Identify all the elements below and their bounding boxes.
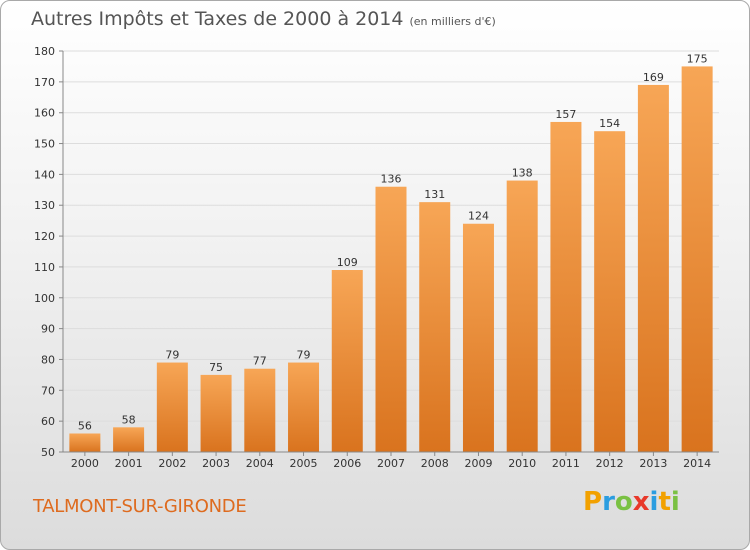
data-label: 56	[78, 419, 92, 432]
x-tick-label: 2003	[202, 457, 230, 470]
y-tick-label: 50	[41, 446, 55, 459]
proxiti-logo: Proxiti	[583, 487, 680, 517]
bar-2008	[419, 202, 451, 452]
x-tick-label: 2000	[71, 457, 99, 470]
chart-title: Autres Impôts et Taxes de 2000 à 2014 (en…	[31, 8, 496, 30]
x-tick-label: 2014	[683, 457, 711, 470]
chart-unit-note: (en milliers d'€)	[409, 15, 496, 28]
data-label: 79	[297, 349, 311, 362]
y-tick-label: 180	[34, 45, 55, 58]
y-tick-label: 140	[34, 168, 55, 181]
bar-2012	[594, 131, 626, 452]
data-label: 109	[337, 256, 358, 269]
x-tick-label: 2007	[377, 457, 405, 470]
x-tick-label: 2004	[246, 457, 274, 470]
data-label: 136	[381, 173, 402, 186]
axes: 50 60 70 80 90 100 110 120 130 140 150 160 170 180 200…	[34, 45, 719, 470]
y-tick-label: 160	[34, 107, 55, 120]
x-tick-label: 2006	[333, 457, 361, 470]
y-tick-label: 150	[34, 138, 55, 151]
y-tick-label: 130	[34, 199, 55, 212]
data-labels: 56 58 79 75 77 79 109 136 131 124 138 157 154 169 175	[78, 52, 708, 432]
x-tick-label: 2013	[639, 457, 667, 470]
y-tick-label: 110	[34, 261, 55, 274]
data-label: 58	[122, 413, 136, 426]
data-label: 75	[209, 361, 223, 374]
bars	[69, 66, 713, 453]
bar-2004	[244, 368, 276, 452]
x-tick-label: 2002	[158, 457, 186, 470]
x-tick-label: 2001	[115, 457, 143, 470]
bar-2006	[331, 270, 363, 452]
y-tick-label: 170	[34, 76, 55, 89]
y-tick-label: 80	[41, 353, 55, 366]
bar-2010	[506, 180, 538, 453]
x-tick-label: 2005	[290, 457, 318, 470]
x-tick-label: 2012	[596, 457, 624, 470]
bar-2002	[156, 362, 188, 452]
bar-2011	[550, 121, 582, 452]
x-tick-label: 2009	[464, 457, 492, 470]
y-tick-label: 100	[34, 292, 55, 305]
data-label: 157	[555, 108, 576, 121]
data-label: 169	[643, 71, 664, 84]
bar-2009	[462, 223, 494, 452]
bar-2007	[375, 186, 407, 452]
chart-title-text: Autres Impôts et Taxes de 2000 à 2014	[31, 8, 404, 30]
data-label: 131	[424, 188, 445, 201]
data-label: 79	[165, 349, 179, 362]
data-label: 77	[253, 355, 267, 368]
data-label: 138	[512, 167, 533, 180]
bar-2005	[288, 362, 320, 452]
y-tick-label: 70	[41, 384, 55, 397]
place-name: TALMONT-SUR-GIRONDE	[33, 496, 247, 517]
bar-2001	[113, 427, 145, 452]
y-tick-label: 90	[41, 323, 55, 336]
data-label: 154	[599, 117, 620, 130]
x-tick-label: 2010	[508, 457, 536, 470]
bar-2014	[681, 66, 713, 452]
bar-2003	[200, 374, 232, 452]
y-tick-label: 120	[34, 230, 55, 243]
x-tick-label: 2011	[552, 457, 580, 470]
x-tick-label: 2008	[421, 457, 449, 470]
bar-2013	[637, 84, 669, 452]
y-tick-label: 60	[41, 415, 55, 428]
data-label: 175	[687, 52, 708, 65]
bar-2000	[69, 433, 101, 452]
data-label: 124	[468, 210, 489, 223]
